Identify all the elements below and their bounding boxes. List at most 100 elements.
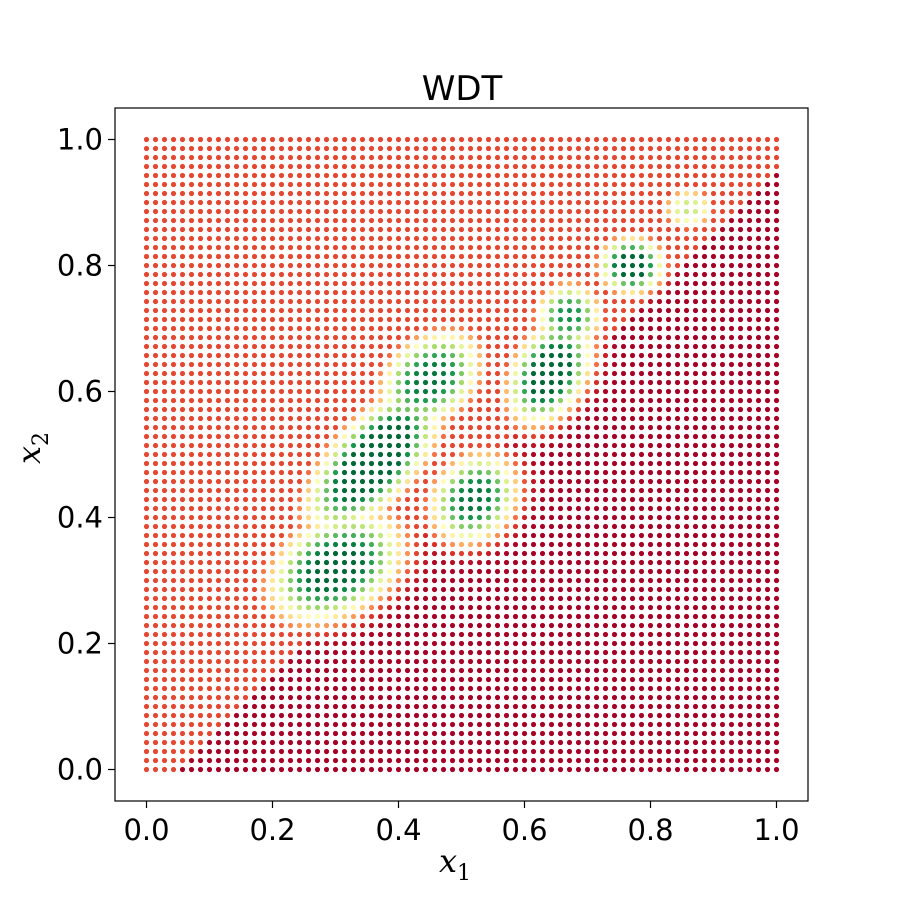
scatter-point — [215, 352, 222, 359]
scatter-point — [233, 523, 240, 530]
scatter-point — [413, 325, 420, 332]
scatter-point — [737, 442, 744, 449]
scatter-point — [359, 208, 366, 215]
scatter-point — [530, 361, 537, 368]
scatter-point — [467, 361, 474, 368]
scatter-point — [665, 325, 672, 332]
scatter-point — [539, 424, 546, 431]
scatter-point — [512, 568, 519, 575]
scatter-point — [224, 208, 231, 215]
scatter-point — [485, 226, 492, 233]
scatter-point — [593, 145, 600, 152]
scatter-point — [701, 316, 708, 323]
scatter-point — [620, 244, 627, 251]
scatter-point — [278, 451, 285, 458]
scatter-point — [359, 433, 366, 440]
scatter-point — [152, 649, 159, 656]
scatter-point — [746, 235, 753, 242]
scatter-point — [521, 442, 528, 449]
scatter-point — [179, 379, 186, 386]
scatter-point — [233, 460, 240, 467]
scatter-point — [287, 703, 294, 710]
scatter-point — [386, 658, 393, 665]
scatter-point — [647, 433, 654, 440]
scatter-point — [620, 514, 627, 521]
scatter-point — [503, 757, 510, 764]
scatter-point — [188, 757, 195, 764]
scatter-point — [692, 640, 699, 647]
scatter-point — [206, 550, 213, 557]
scatter-point — [422, 433, 429, 440]
scatter-point — [233, 253, 240, 260]
scatter-point — [152, 703, 159, 710]
scatter-point — [215, 289, 222, 296]
scatter-point — [215, 298, 222, 305]
scatter-point — [539, 703, 546, 710]
scatter-point — [566, 199, 573, 206]
scatter-point — [377, 541, 384, 548]
scatter-point — [386, 559, 393, 566]
scatter-point — [260, 748, 267, 755]
scatter-point — [170, 748, 177, 755]
scatter-point — [593, 217, 600, 224]
scatter-point — [683, 685, 690, 692]
scatter-point — [296, 541, 303, 548]
scatter-point — [287, 460, 294, 467]
scatter-point — [593, 622, 600, 629]
scatter-point — [269, 172, 276, 179]
scatter-point — [485, 667, 492, 674]
scatter-point — [449, 280, 456, 287]
scatter-point — [692, 550, 699, 557]
scatter-point — [233, 424, 240, 431]
scatter-point — [503, 307, 510, 314]
scatter-point — [575, 694, 582, 701]
scatter-point — [557, 667, 564, 674]
scatter-point — [206, 388, 213, 395]
scatter-point — [143, 172, 150, 179]
scatter-point — [557, 343, 564, 350]
scatter-point — [350, 532, 357, 539]
scatter-point — [719, 316, 726, 323]
scatter-point — [557, 379, 564, 386]
scatter-point — [152, 253, 159, 260]
scatter-point — [395, 568, 402, 575]
scatter-point — [728, 568, 735, 575]
scatter-point — [674, 568, 681, 575]
scatter-point — [485, 334, 492, 341]
scatter-point — [386, 487, 393, 494]
scatter-point — [593, 316, 600, 323]
scatter-point — [494, 631, 501, 638]
scatter-point — [665, 739, 672, 746]
scatter-point — [278, 496, 285, 503]
scatter-point — [287, 208, 294, 215]
scatter-point — [242, 640, 249, 647]
scatter-point — [764, 685, 771, 692]
scatter-point — [296, 658, 303, 665]
scatter-point — [395, 262, 402, 269]
scatter-point — [296, 289, 303, 296]
scatter-point — [161, 730, 168, 737]
scatter-point — [197, 730, 204, 737]
scatter-point — [710, 586, 717, 593]
scatter-point — [773, 469, 780, 476]
scatter-point — [620, 667, 627, 674]
scatter-point — [755, 694, 762, 701]
scatter-point — [701, 388, 708, 395]
scatter-point — [260, 586, 267, 593]
scatter-point — [278, 586, 285, 593]
scatter-point — [242, 217, 249, 224]
scatter-point — [521, 145, 528, 152]
scatter-point — [332, 559, 339, 566]
scatter-point — [188, 433, 195, 440]
scatter-point — [350, 280, 357, 287]
scatter-point — [224, 631, 231, 638]
scatter-point — [701, 694, 708, 701]
scatter-point — [449, 415, 456, 422]
scatter-point — [188, 307, 195, 314]
scatter-point — [314, 748, 321, 755]
scatter-point — [359, 460, 366, 467]
scatter-point — [494, 361, 501, 368]
scatter-point — [674, 388, 681, 395]
scatter-point — [422, 199, 429, 206]
scatter-point — [269, 298, 276, 305]
